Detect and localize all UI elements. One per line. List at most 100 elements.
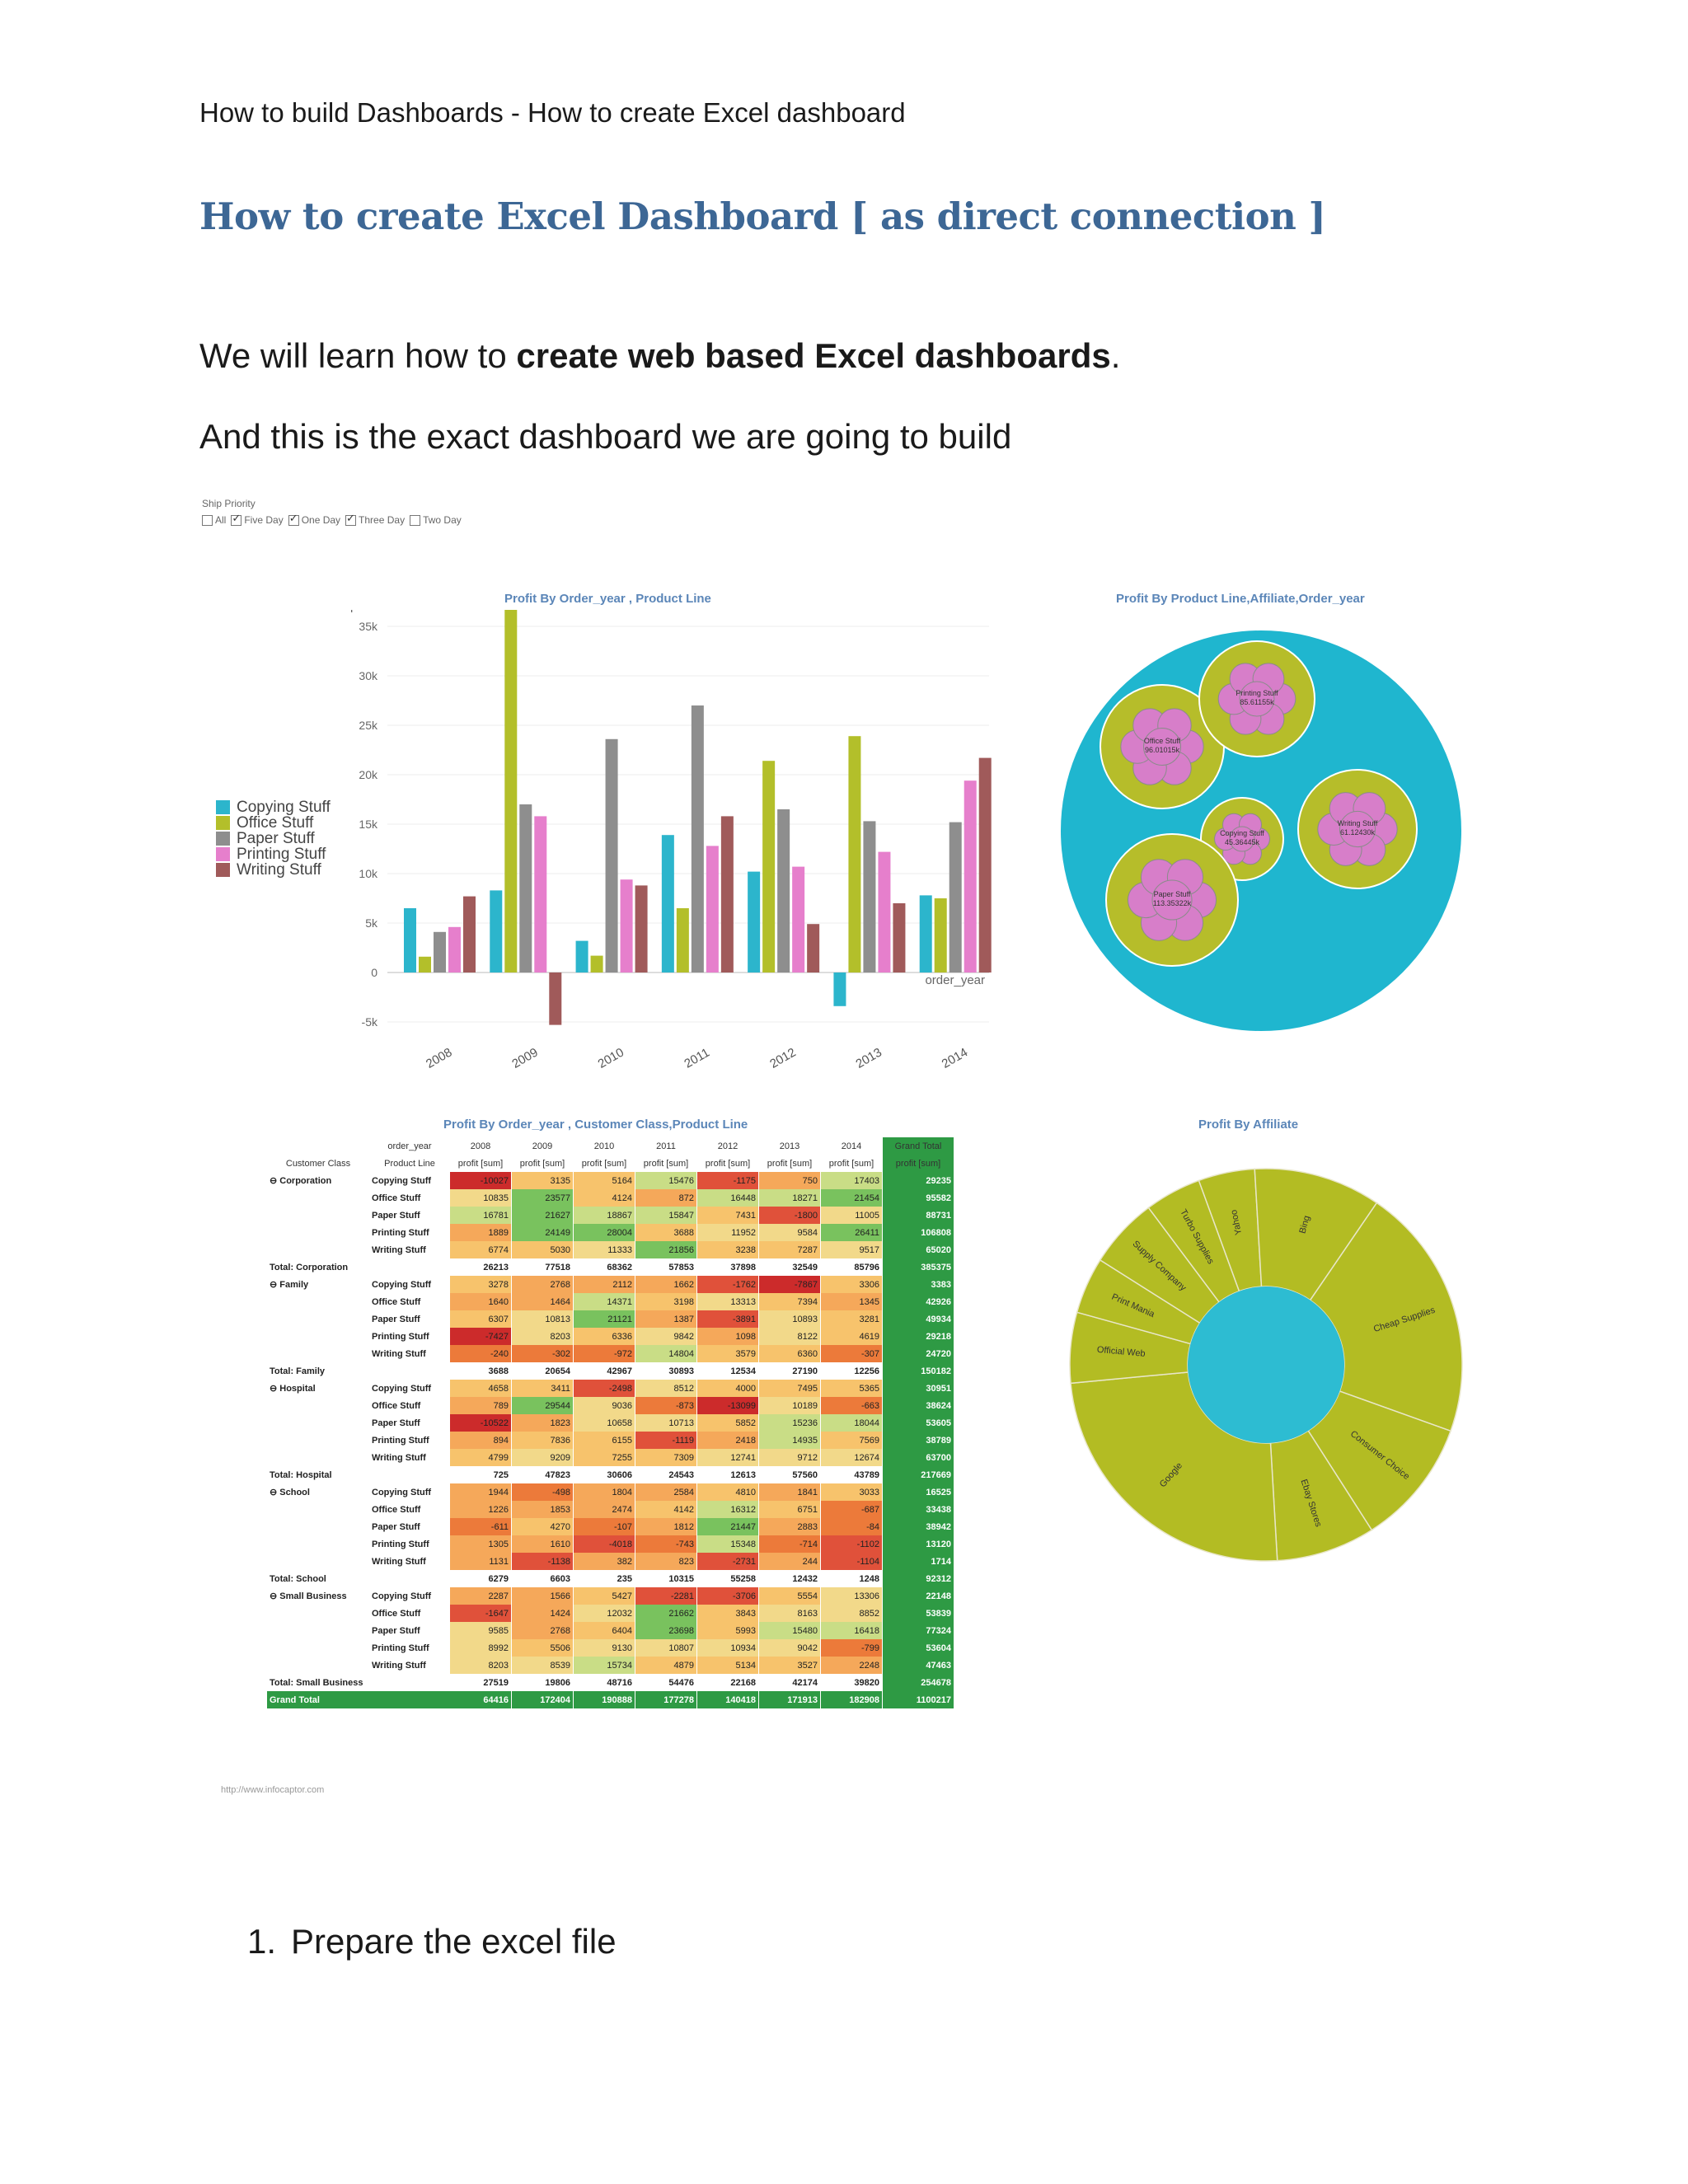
value-cell: 4270 <box>511 1518 574 1535</box>
y-tick-label: 15k <box>359 818 378 831</box>
value-cell: 18867 <box>573 1207 635 1224</box>
y-tick-label: 5k <box>365 916 378 930</box>
grand-total-cell: 22148 <box>882 1587 954 1605</box>
grand-total-cell: 95582 <box>882 1189 954 1207</box>
value-cell: -302 <box>511 1345 574 1362</box>
value-cell: 8539 <box>511 1657 574 1674</box>
value-cell: 7309 <box>635 1449 697 1466</box>
legend-label: Office Stuff <box>237 814 314 832</box>
value-cell: 244 <box>758 1553 821 1570</box>
value-cell: 21121 <box>573 1310 635 1328</box>
value-cell: 6336 <box>573 1328 635 1345</box>
filter-option-label: One Day <box>301 514 341 526</box>
product-line-label: Printing Stuff <box>372 1331 429 1342</box>
filter-option[interactable]: Three Day <box>345 512 405 526</box>
value-cell: 8992 <box>450 1639 512 1657</box>
measure-header: profit [sum] <box>758 1155 821 1172</box>
value-cell: 14804 <box>635 1345 697 1362</box>
subtotal-cell: 55258 <box>696 1570 759 1587</box>
value-cell: 10813 <box>511 1310 574 1328</box>
table-row: Office Stuff 1226 1853 2474 4142 16312 6751 -68… <box>267 1501 954 1518</box>
value-cell: 1812 <box>635 1518 697 1535</box>
grand-total-row: Grand Total 64416 172404 190888 177278 140418… <box>267 1691 954 1708</box>
grand-total-cell: 171913 <box>758 1691 821 1708</box>
filter-checkbox[interactable] <box>288 512 299 526</box>
filter-checkbox[interactable] <box>410 514 421 526</box>
value-cell: 2584 <box>635 1483 697 1501</box>
x-tick-label: 2010 <box>596 1045 626 1071</box>
bar <box>534 816 547 972</box>
bubble-sub-circle <box>1239 681 1275 717</box>
value-cell: -10027 <box>450 1172 512 1189</box>
value-cell: -1119 <box>635 1432 697 1449</box>
value-cell: 4124 <box>573 1189 635 1207</box>
grand-total-cell: 1100217 <box>882 1691 954 1708</box>
measure-header: profit [sum] <box>450 1155 512 1172</box>
filter-option[interactable]: Five Day <box>231 512 284 526</box>
value-cell: 11005 <box>820 1207 883 1224</box>
value-cell: 10893 <box>758 1310 821 1328</box>
bubble-sub-circle <box>1151 879 1193 921</box>
table-row: Paper Stuff 16781 21627 18867 15847 7431 -1800… <box>267 1207 954 1224</box>
value-cell: 29544 <box>511 1397 574 1414</box>
value-cell: 3411 <box>511 1380 574 1397</box>
measure-header: profit [sum] <box>573 1155 635 1172</box>
product-line-label: Office Stuff <box>372 1193 421 1203</box>
grand-total-cell: 24720 <box>882 1345 954 1362</box>
value-cell: 24149 <box>511 1224 574 1241</box>
intro-paragraph-2: And this is the exact dashboard we are g… <box>199 417 1012 456</box>
bar <box>863 821 876 972</box>
subtotal-cell: 22168 <box>696 1674 759 1691</box>
subtotal-cell: 77518 <box>511 1258 574 1276</box>
value-cell: 18044 <box>820 1414 883 1432</box>
product-line-label: Paper Stuff <box>372 1625 420 1636</box>
donut-center <box>1188 1286 1344 1443</box>
value-cell: -7867 <box>758 1276 821 1293</box>
product-line-label: Office Stuff <box>372 1400 421 1411</box>
value-cell: 26411 <box>820 1224 883 1241</box>
value-cell: 9209 <box>511 1449 574 1466</box>
value-cell: 9712 <box>758 1449 821 1466</box>
grand-total-label: Grand Total <box>267 1691 369 1708</box>
value-cell: 8852 <box>820 1605 883 1622</box>
subtotal-cell: 3688 <box>450 1362 512 1380</box>
bar <box>893 903 906 972</box>
bar-chart-title: Profit By Order_year , Product Line <box>504 592 711 606</box>
value-cell: 5030 <box>511 1241 574 1258</box>
filter-option-label: Five Day <box>244 514 284 526</box>
value-cell: 3278 <box>450 1276 512 1293</box>
legend-label: Copying Stuff <box>237 799 331 816</box>
value-cell: 23577 <box>511 1189 574 1207</box>
value-cell: 21447 <box>696 1518 759 1535</box>
value-cell: 16448 <box>696 1189 759 1207</box>
product-line-label: Paper Stuff <box>372 1314 420 1324</box>
product-line-label: Copying Stuff <box>372 1175 432 1186</box>
value-cell: 8163 <box>758 1605 821 1622</box>
filter-checkbox[interactable] <box>345 512 357 526</box>
filter-option[interactable]: Two Day <box>410 514 462 526</box>
subtotal-label: Total: School <box>270 1573 326 1584</box>
legend-swatch <box>216 800 230 814</box>
customer-class-label <box>267 1241 369 1258</box>
subtotal-cell: 235 <box>573 1570 635 1587</box>
filter-checkbox[interactable] <box>231 512 242 526</box>
subtotal-cell: 37898 <box>696 1258 759 1276</box>
filter-option[interactable]: All <box>202 514 226 526</box>
intro-prefix: We will learn how to <box>199 336 517 375</box>
value-cell: 16312 <box>696 1501 759 1518</box>
customer-class-label: ⊖ Corporation <box>270 1176 332 1186</box>
product-line-label: Paper Stuff <box>372 1521 420 1532</box>
value-cell: 15476 <box>635 1172 697 1189</box>
measure-header: profit [sum] <box>635 1155 697 1172</box>
filter-checkbox[interactable] <box>202 514 213 526</box>
subtotal-cell: 1248 <box>820 1570 883 1587</box>
value-cell: 4879 <box>635 1657 697 1674</box>
y-tick-label: -5k <box>362 1015 378 1029</box>
subtotal-cell: 19806 <box>511 1674 574 1691</box>
grand-total-cell: 30951 <box>882 1380 954 1397</box>
filter-option[interactable]: One Day <box>288 512 341 526</box>
product-line-label: Paper Stuff <box>372 1418 420 1428</box>
customer-class-label <box>267 1207 369 1224</box>
grand-total-cell: 53604 <box>882 1639 954 1657</box>
table-row: Printing Stuff 8992 5506 9130 10807 10934 9042… <box>267 1639 954 1657</box>
